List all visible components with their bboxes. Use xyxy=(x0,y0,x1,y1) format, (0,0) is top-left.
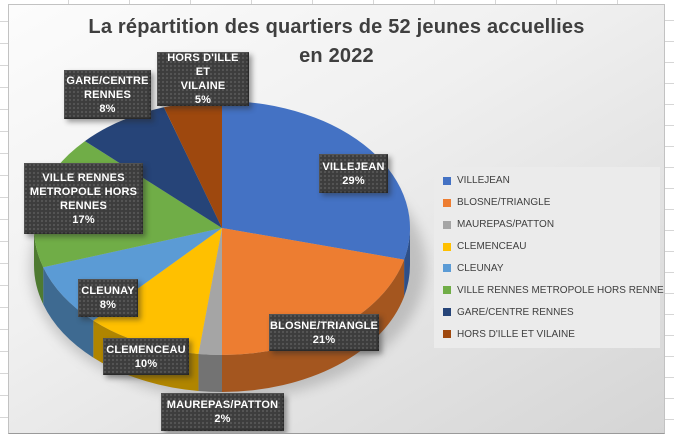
label-text: VILLE RENNES xyxy=(42,171,125,184)
pie-chart[interactable] xyxy=(9,5,664,433)
label-text: VILLEJEAN xyxy=(322,160,385,173)
legend-label: CLEMENCEAU xyxy=(457,241,527,253)
legend-label: MAUREPAS/PATTON xyxy=(457,219,555,231)
chart-area[interactable]: La répartition des quartiers de 52 jeune… xyxy=(8,4,665,434)
label-percent: 2% xyxy=(214,413,231,425)
pie-slice-side-cleunay[interactable] xyxy=(43,267,94,358)
label-text: GARE/CENTRE xyxy=(66,74,149,87)
label-text: RENNES xyxy=(83,88,132,101)
pie-label-cleunay[interactable]: CLEUNAY 8% xyxy=(78,279,138,317)
pie-slice-maurepas-patton[interactable] xyxy=(198,228,222,355)
legend-label: VILLEJEAN xyxy=(457,175,510,187)
pie-label-ville-rennes-metropole-hors-rennes[interactable]: VILLE RENNES METROPOLE HORS RENNES 17% xyxy=(24,163,143,234)
legend-label: GARE/CENTRE RENNES xyxy=(457,306,574,318)
chart-title-line1: La répartition des quartiers de 52 jeune… xyxy=(88,16,585,38)
legend-swatch-icon xyxy=(443,242,451,251)
legend-swatch-icon xyxy=(443,286,451,295)
pie-label-hors-d-ille-et-vilaine[interactable]: HORS D'ILLE ET VILAINE 5% xyxy=(157,52,249,106)
label-percent: 5% xyxy=(194,94,212,106)
legend-swatch-icon xyxy=(443,176,451,185)
legend-item-maurepas-patton[interactable]: MAUREPAS/PATTON xyxy=(443,219,660,230)
pie-label-maurepas-patton[interactable]: MAUREPAS/PATTON 2% xyxy=(161,393,284,431)
legend-item-cleunay[interactable]: CLEUNAY xyxy=(443,263,660,274)
pie-slice-side-villejean[interactable] xyxy=(404,228,410,297)
sheet-gridlines-bottom xyxy=(8,434,665,436)
label-text: RENNES xyxy=(59,199,108,212)
pie-slice-side-maurepas-patton[interactable] xyxy=(198,353,222,392)
label-text: VILAINE xyxy=(180,80,226,92)
legend-swatch-icon xyxy=(443,220,451,229)
label-percent: 21% xyxy=(312,333,336,346)
legend-item-villejean[interactable]: VILLEJEAN xyxy=(443,175,660,186)
label-text: BLOSNE/TRIANGLE xyxy=(269,319,379,332)
label-percent: 8% xyxy=(99,102,116,115)
pie-slice-villejean[interactable] xyxy=(222,101,410,260)
label-text: CLEUNAY xyxy=(81,285,135,297)
label-percent: 10% xyxy=(134,357,158,370)
label-text: METROPOLE HORS xyxy=(29,185,138,198)
legend-item-gare-centre-rennes[interactable]: GARE/CENTRE RENNES xyxy=(443,307,660,318)
pie-slice-hors-d-ille-et-vilaine[interactable] xyxy=(163,101,222,228)
legend-swatch-icon xyxy=(443,330,451,339)
label-percent: 17% xyxy=(72,213,95,226)
legend-swatch-icon xyxy=(443,198,451,207)
pie-slice-blosne-triangle[interactable] xyxy=(222,228,405,355)
pie-label-gare-centre-rennes[interactable]: GARE/CENTRE RENNES 8% xyxy=(64,70,151,119)
sheet-gridlines-left xyxy=(0,0,8,436)
chart-title-line2: en 2022 xyxy=(299,45,374,67)
legend-swatch-icon xyxy=(443,264,451,273)
chart-legend[interactable]: VILLEJEAN BLOSNE/TRIANGLE MAUREPAS/PATTO… xyxy=(434,167,664,348)
legend-item-blosne-triangle[interactable]: BLOSNE/TRIANGLE xyxy=(443,197,660,208)
pie-slice-gare-centre-rennes[interactable] xyxy=(84,107,223,228)
chart-title[interactable]: La répartition des quartiers de 52 jeune… xyxy=(9,13,664,71)
pie-slice-side-blosne-triangle[interactable] xyxy=(222,259,405,392)
legend-item-clemenceau[interactable]: CLEMENCEAU xyxy=(443,241,660,252)
legend-item-ville-rennes-metropole-hors-rennes[interactable]: VILLE RENNES METROPOLE HORS RENNES xyxy=(443,285,664,296)
pie-label-villejean[interactable]: VILLEJEAN 29% xyxy=(319,154,388,193)
label-text: HORS D'ILLE ET xyxy=(167,52,239,78)
pie-label-clemenceau[interactable]: CLEMENCEAU 10% xyxy=(103,338,189,375)
sheet-gridlines-right xyxy=(665,0,674,436)
legend-item-hors-d-ille-et-vilaine[interactable]: HORS D'ILLE ET VILAINE xyxy=(443,329,660,340)
legend-swatch-icon xyxy=(443,308,451,317)
label-percent: 8% xyxy=(99,299,117,311)
label-text: CLEMENCEAU xyxy=(106,343,186,356)
legend-label: VILLE RENNES METROPOLE HORS RENNES xyxy=(457,284,665,296)
pie-slice-clemenceau[interactable] xyxy=(93,228,222,354)
legend-label: BLOSNE/TRIANGLE xyxy=(457,197,551,209)
legend-label: HORS D'ILLE ET VILAINE xyxy=(457,328,575,340)
label-text: MAUREPAS/PATTON xyxy=(166,399,279,411)
legend-label: CLEUNAY xyxy=(457,262,504,274)
label-percent: 29% xyxy=(342,174,365,187)
sheet-gridlines-top xyxy=(8,0,665,4)
pie-slice-side-ville-rennes-metropole-hors-rennes[interactable] xyxy=(34,228,44,305)
pie-label-blosne-triangle[interactable]: BLOSNE/TRIANGLE 21% xyxy=(269,314,379,351)
